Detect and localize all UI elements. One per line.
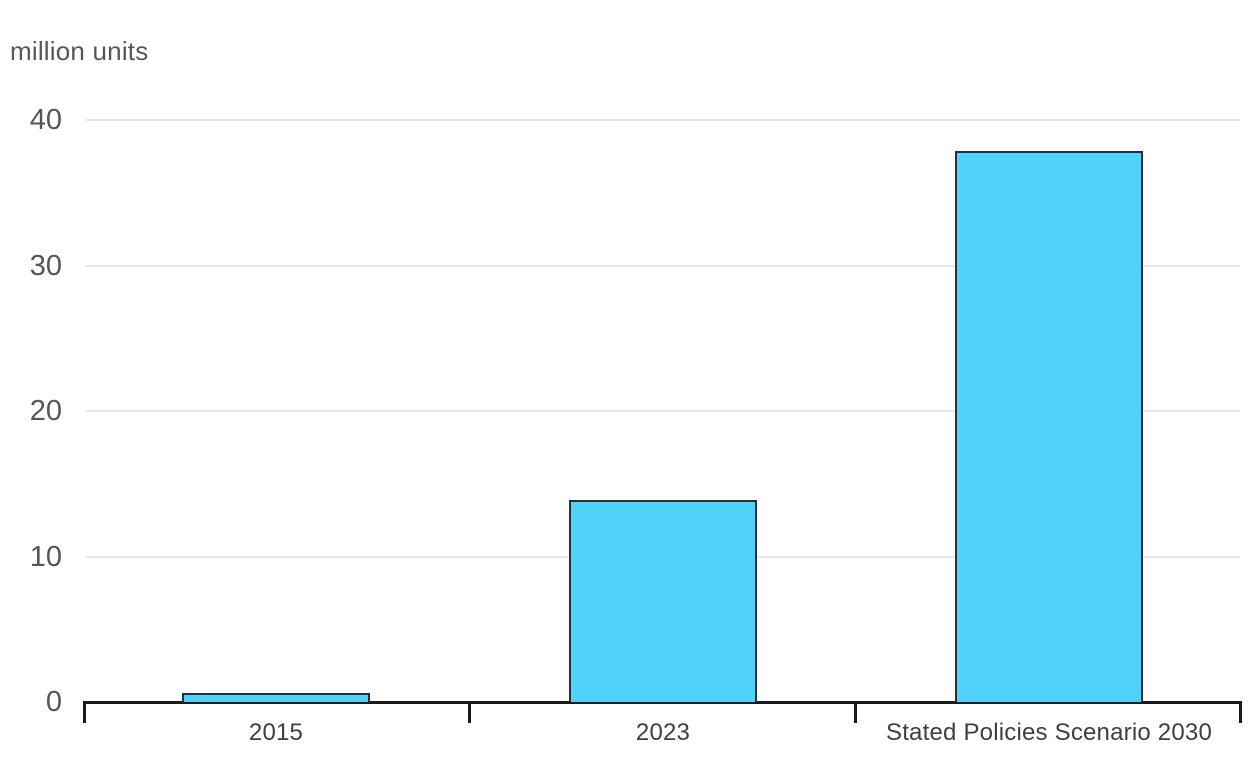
- bar-2023: [569, 500, 757, 702]
- bar-stated-policies-scenario-2030: [955, 151, 1143, 702]
- gridline-20: [85, 410, 1240, 412]
- x-tick-label-1: 2015: [248, 719, 304, 746]
- gridline-30: [85, 264, 1240, 267]
- y-tick-label-30: 30: [29, 249, 62, 282]
- gridline-40: [85, 119, 1240, 121]
- x-tick-label-3: Stated Policies Scenario 2030: [885, 719, 1212, 746]
- bar-2015: [182, 693, 370, 702]
- x-tick-label-2: 2023: [635, 719, 691, 746]
- x-axis-line: [83, 701, 1242, 704]
- x-axis-tick-1: [467, 701, 471, 723]
- y-tick-label-0: 0: [45, 686, 62, 718]
- y-tick-label-20: 20: [29, 395, 62, 427]
- y-tick-label-10: 10: [29, 540, 62, 573]
- x-axis-tick-0: [83, 701, 86, 723]
- y-tick-label-40: 40: [29, 104, 62, 136]
- x-axis-tick-2: [854, 701, 858, 723]
- y-axis-unit-label: million units: [10, 36, 149, 66]
- x-axis-tick-3: [1239, 701, 1242, 723]
